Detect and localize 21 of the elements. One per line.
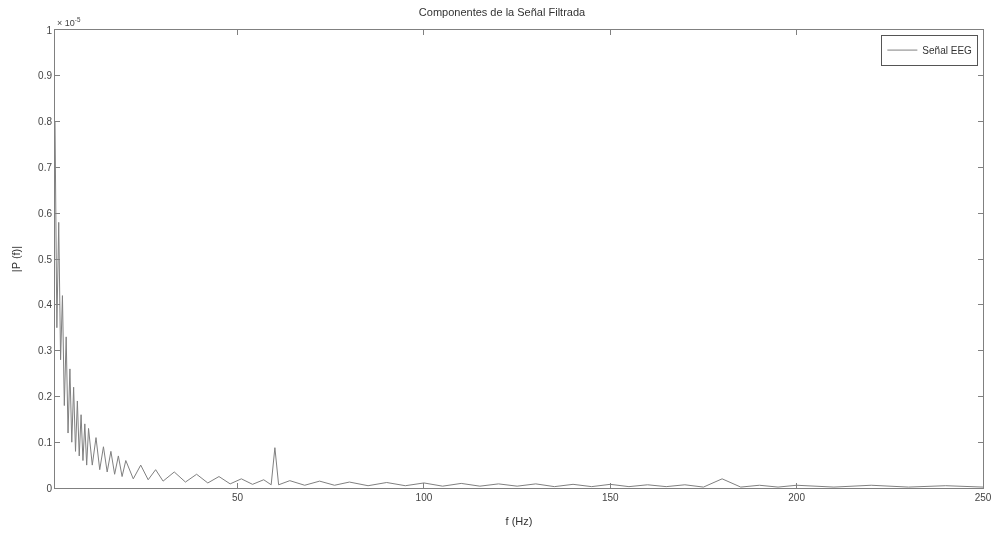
y-tick-label: 0.9 (38, 70, 53, 82)
y-tick-label: 0.5 (38, 253, 53, 265)
x-tick-label: 200 (788, 492, 806, 503)
x-tick-label: 150 (601, 492, 620, 503)
x-tick-label: 50 (232, 492, 244, 503)
y-tick-label: 0.3 (38, 345, 53, 357)
x-tick-label: 250 (974, 492, 992, 503)
y-tick-label: 0.2 (38, 390, 53, 402)
y-tick-label: 0.1 (38, 436, 53, 448)
legend-label: Señal EEG (922, 44, 973, 56)
text: × 10$^{-5}$ (57, 16, 81, 28)
y-tick-label: 0.4 (38, 299, 53, 311)
y-tick-label: 0.6 (38, 207, 53, 219)
y-tick-label: 1 (46, 24, 53, 36)
x-axis-title: f (Hz) (505, 515, 533, 528)
chart-title: Componentes de la Señal Filtrada (418, 5, 587, 18)
y-axis-title: |P (f)| (9, 245, 22, 273)
y-tick-label: 0.7 (38, 161, 53, 173)
x-tick-label: 100 (415, 492, 433, 503)
y-tick-label: 0.8 (38, 116, 53, 128)
y-tick-label: 0 (46, 482, 53, 494)
